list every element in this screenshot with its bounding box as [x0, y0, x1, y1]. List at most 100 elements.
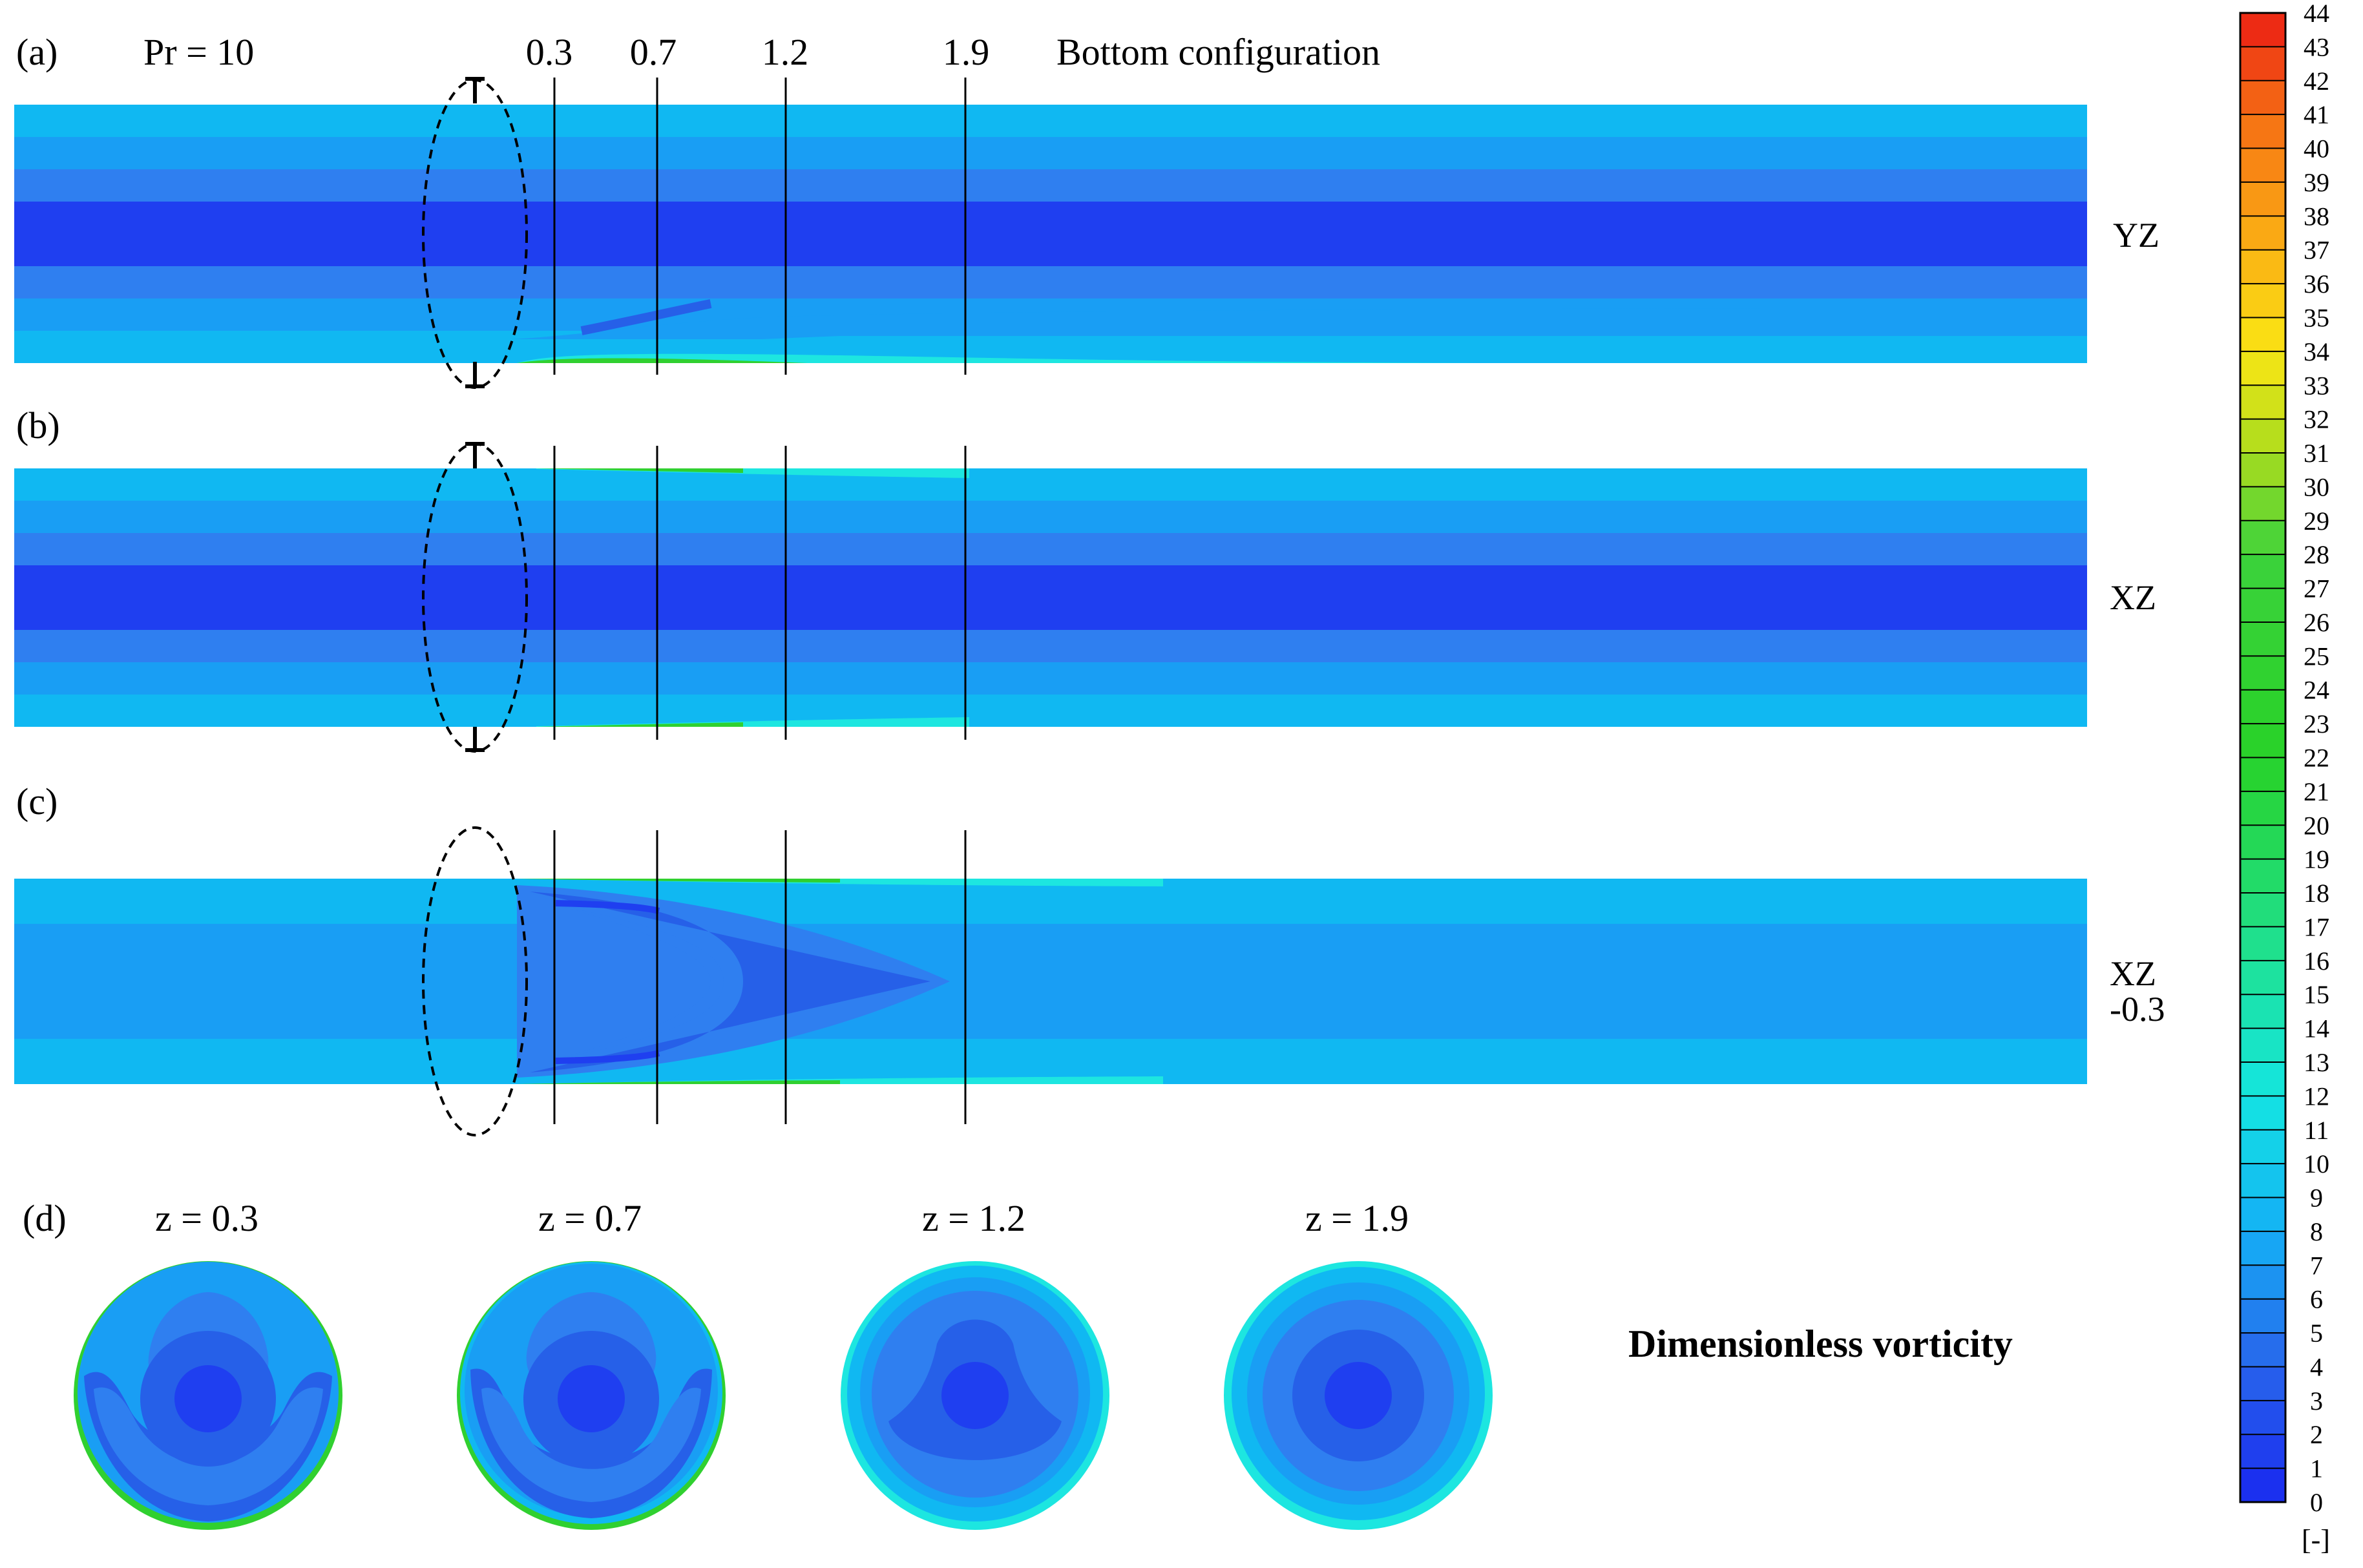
heater-markers — [465, 77, 485, 752]
colorbar-tick-label: 14 — [2304, 1014, 2329, 1043]
cross-section-1 — [457, 1261, 726, 1530]
colorbar: 0123456789101112131415161718192021222324… — [2239, 0, 2329, 1517]
colorbar-band — [2240, 1164, 2285, 1198]
colorbar-band — [2240, 317, 2285, 352]
panel-b-plane: XZ — [2110, 578, 2156, 617]
panel-c-label: (c) — [16, 780, 58, 822]
colorbar-tick-label: 2 — [2310, 1420, 2323, 1449]
colorbar-tick-label: 17 — [2304, 912, 2329, 941]
prandtl-label: Pr = 10 — [143, 31, 254, 73]
colorbar-band — [2240, 960, 2285, 995]
panel-c-plane: XZ — [2110, 954, 2156, 993]
cross-section-0 — [74, 1261, 342, 1530]
colorbar-tick-label: 43 — [2304, 32, 2329, 61]
configuration-label: Bottom configuration — [1056, 31, 1380, 73]
colorbar-tick-label: 0 — [2310, 1488, 2323, 1517]
colorbar-tick-label: 19 — [2304, 845, 2329, 874]
panel-d-label: (d) — [23, 1197, 67, 1239]
colorbar-tick-label: 23 — [2304, 709, 2329, 738]
colorbar-tick-label: 27 — [2304, 574, 2329, 603]
panel-b-label: (b) — [16, 404, 60, 446]
colorbar-band — [2240, 1366, 2285, 1401]
colorbar-band — [2240, 486, 2285, 521]
colorbar-band — [2240, 893, 2285, 927]
panel-a-label: (a) — [16, 31, 58, 73]
colorbar-tick-label: 44 — [2304, 0, 2329, 28]
panel-a-contour — [14, 105, 2087, 363]
colorbar-tick-label: 42 — [2304, 67, 2329, 96]
colorbar-tick-label: 3 — [2310, 1386, 2323, 1416]
colorbar-band — [2240, 791, 2285, 826]
cross-section-label-1: z = 0.7 — [538, 1197, 642, 1239]
colorbar-band — [2240, 1096, 2285, 1131]
colorbar-tick-label: 29 — [2304, 507, 2329, 536]
z-mark-1: 0.7 — [630, 31, 677, 73]
colorbar-tick-label: 9 — [2310, 1184, 2323, 1213]
colorbar-band — [2240, 1028, 2285, 1063]
colorbar-tick-label: 1 — [2310, 1454, 2323, 1483]
colorbar-band — [2240, 47, 2285, 81]
colorbar-band — [2240, 1061, 2285, 1096]
colorbar-band — [2240, 825, 2285, 860]
panel-c-plane-offset: -0.3 — [2110, 990, 2165, 1029]
colorbar-band — [2240, 1468, 2285, 1503]
colorbar-unit: [-] — [2302, 1524, 2330, 1556]
panel-c-contour — [14, 879, 2087, 1084]
colorbar-band — [2240, 1400, 2285, 1435]
colorbar-band — [2240, 1434, 2285, 1469]
colorbar-band — [2240, 80, 2285, 115]
colorbar-tick-label: 25 — [2304, 642, 2329, 671]
z-mark-3: 1.9 — [943, 31, 990, 73]
cross-section-3 — [1224, 1261, 1493, 1530]
colorbar-band — [2240, 1299, 2285, 1333]
colorbar-band — [2240, 724, 2285, 758]
colorbar-tick-label: 38 — [2304, 202, 2329, 231]
colorbar-band — [2240, 182, 2285, 216]
colorbar-band — [2240, 351, 2285, 386]
section-lines — [553, 78, 967, 1124]
cross-section-label-2: z = 1.2 — [922, 1197, 1025, 1239]
colorbar-tick-label: 34 — [2304, 337, 2329, 366]
colorbar-band — [2240, 249, 2285, 284]
colorbar-band — [2240, 1333, 2285, 1367]
colorbar-band — [2240, 588, 2285, 623]
z-mark-0: 0.3 — [526, 31, 573, 73]
colorbar-band — [2240, 520, 2285, 555]
heating-zone-ellipse-c — [422, 826, 528, 1136]
colorbar-band — [2240, 622, 2285, 656]
colorbar-tick-label: 5 — [2310, 1319, 2323, 1348]
colorbar-tick-label: 11 — [2304, 1116, 2329, 1145]
colorbar-tick-label: 13 — [2304, 1048, 2329, 1077]
colorbar-tick-label: 18 — [2304, 879, 2329, 908]
colorbar-tick-label: 7 — [2310, 1251, 2323, 1280]
colorbar-tick-label: 26 — [2304, 608, 2329, 637]
panel-b-contour — [14, 468, 2087, 727]
colorbar-band — [2240, 148, 2285, 183]
colorbar-band — [2240, 1265, 2285, 1300]
colorbar-tick-label: 4 — [2310, 1352, 2323, 1381]
colorbar-tick-label: 21 — [2304, 777, 2329, 806]
colorbar-tick-label: 39 — [2304, 168, 2329, 197]
colorbar-band — [2240, 1129, 2285, 1164]
colorbar-band — [2240, 419, 2285, 454]
colorbar-tick-label: 24 — [2304, 676, 2329, 705]
colorbar-tick-label: 40 — [2304, 134, 2329, 163]
colorbar-band — [2240, 385, 2285, 420]
colorbar-band — [2240, 656, 2285, 691]
colorbar-band — [2240, 453, 2285, 487]
colorbar-band — [2240, 216, 2285, 251]
colorbar-tick-label: 20 — [2304, 811, 2329, 840]
cross-section-label-0: z = 0.3 — [155, 1197, 258, 1239]
colorbar-band — [2240, 114, 2285, 149]
colorbar-band — [2240, 859, 2285, 894]
colorbar-tick-label: 6 — [2310, 1285, 2323, 1314]
colorbar-tick-label: 37 — [2304, 236, 2329, 265]
cross-section-label-3: z = 1.9 — [1305, 1197, 1409, 1239]
colorbar-tick-label: 8 — [2310, 1217, 2323, 1246]
colorbar-tick-label: 16 — [2304, 946, 2329, 976]
colorbar-tick-label: 32 — [2304, 405, 2329, 434]
colorbar-tick-label: 41 — [2304, 100, 2329, 129]
colorbar-band — [2240, 554, 2285, 589]
colorbar-band — [2240, 284, 2285, 318]
